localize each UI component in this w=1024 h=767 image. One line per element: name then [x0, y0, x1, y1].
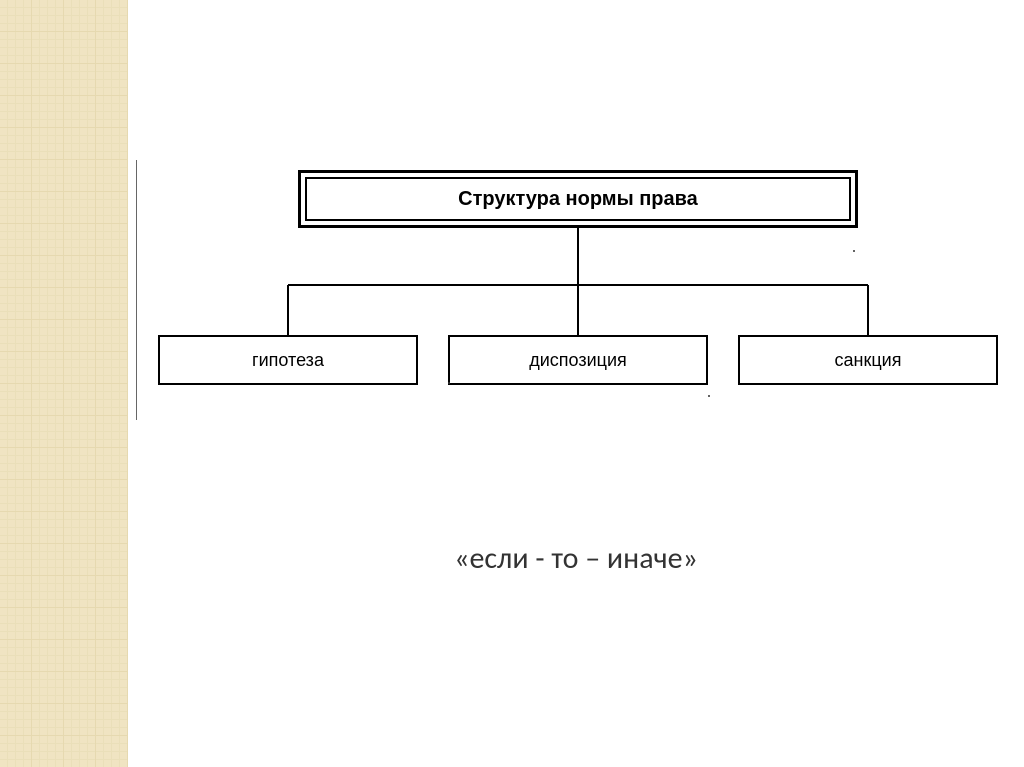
artifact-speck: [448, 382, 450, 384]
child-node-1: гипотеза: [158, 335, 418, 385]
child-node-2: диспозиция: [448, 335, 708, 385]
child-node-2-label: диспозиция: [529, 350, 627, 371]
root-node-label: Структура нормы права: [305, 177, 851, 221]
root-node: Структура нормы права: [298, 170, 858, 228]
org-tree-diagram: Структура нормы права гипотеза диспозици…: [148, 150, 1004, 430]
child-node-1-label: гипотеза: [252, 350, 324, 371]
caption-text: «если - то – иначе»: [128, 540, 1024, 577]
child-node-3-label: санкция: [835, 350, 902, 371]
slide-content: Структура нормы права гипотеза диспозици…: [128, 0, 1024, 767]
diagram-frame-edge: [136, 160, 137, 420]
child-node-3: санкция: [738, 335, 998, 385]
artifact-speck: [708, 395, 710, 397]
artifact-speck: [853, 250, 855, 252]
sidebar-texture: [0, 0, 128, 767]
